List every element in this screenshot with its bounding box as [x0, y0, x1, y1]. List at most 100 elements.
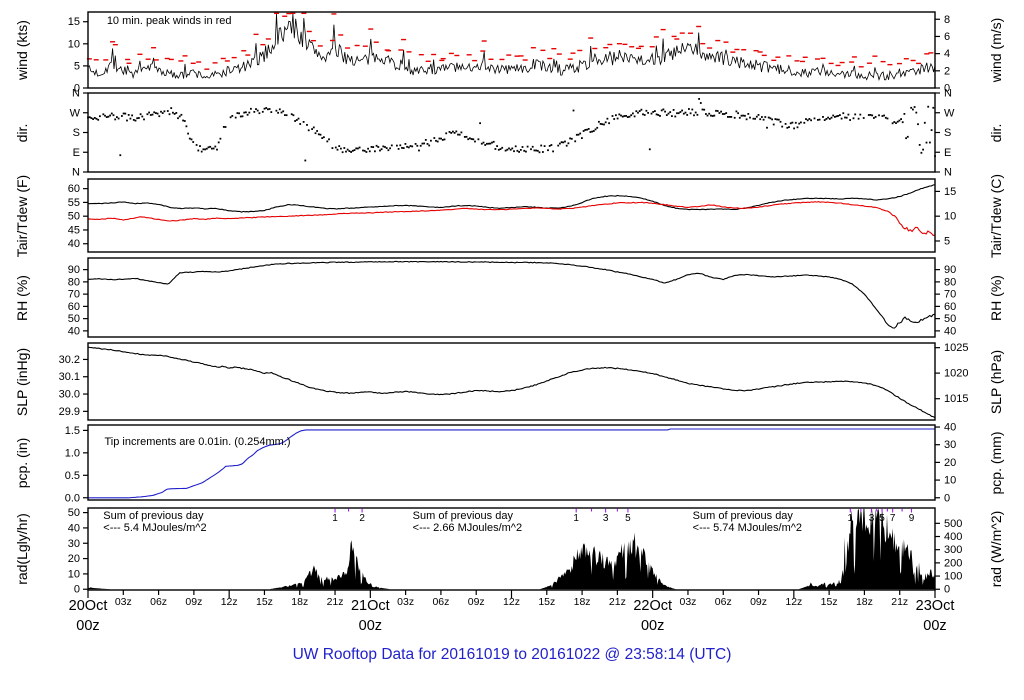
dir-point [562, 141, 565, 144]
dir-point [755, 115, 758, 118]
dir-point [694, 111, 697, 114]
dir-point [340, 147, 342, 150]
rh-left-axis-title: RH (%) [14, 274, 30, 321]
dir-point [302, 121, 305, 123]
dir-point [592, 130, 595, 132]
dir-point [492, 140, 495, 143]
dir-point [830, 116, 833, 119]
dir-point [808, 118, 811, 120]
dir-point [241, 115, 244, 118]
rad-left-tick-label: 50 [68, 507, 80, 519]
mjoule-mark-label: 9 [909, 513, 915, 524]
dir-point [691, 108, 694, 111]
dir-point [173, 113, 176, 115]
dir-point [769, 117, 772, 120]
dir-point [648, 148, 651, 151]
dir-point [270, 111, 273, 113]
dir-point [280, 111, 283, 114]
dir-point [540, 144, 543, 147]
dir-point [923, 121, 926, 124]
mjoule-mark-label: 5 [879, 513, 885, 524]
dir-point [857, 117, 860, 120]
x-hour-label: 09z [750, 596, 767, 608]
x-hour-label: 09z [468, 596, 485, 608]
slp-right-axis-title: SLP (hPa) [988, 349, 1004, 414]
sea_level_pressure_inHg-line [87, 346, 936, 419]
dir-point [767, 116, 770, 119]
dir-point [567, 142, 570, 145]
dir-point [654, 110, 656, 112]
dir-point [294, 120, 296, 122]
dir-point [671, 115, 673, 117]
dir-point [508, 147, 510, 150]
dir-point [134, 119, 137, 122]
dir-point [160, 110, 162, 113]
rh-frame [87, 257, 936, 338]
dir-point [93, 117, 96, 119]
dir-point [331, 147, 334, 149]
dir-point [647, 112, 649, 114]
temp-left-axis-title: Tair/Tdew (F) [14, 174, 30, 257]
dir-point [643, 114, 646, 116]
dir-point [418, 149, 420, 152]
x-hour-label: 09z [185, 596, 202, 608]
dir-point [141, 115, 144, 118]
dir-point [784, 123, 787, 125]
dir-right-tick-label: N [944, 167, 952, 179]
x-hour-label: 12z [503, 596, 520, 608]
dir-point [334, 146, 337, 149]
dir-point [148, 111, 150, 114]
dir-point [255, 108, 257, 110]
mjoule-mark-label: 2 [359, 513, 365, 524]
dir-point [572, 109, 575, 112]
rh-right-axis-title: RH (%) [988, 274, 1004, 321]
dir-point [827, 116, 829, 119]
dir-point [538, 151, 541, 154]
dir-point [589, 131, 592, 133]
dir-point [482, 141, 485, 144]
dir-point [222, 126, 225, 128]
dir-point [116, 116, 118, 118]
dir-point [718, 112, 721, 114]
dir-point [898, 119, 901, 122]
rad-annotation-5: <--- 5.74 MJoules/m^2 [693, 522, 802, 534]
x-hour-label: 18z [574, 596, 591, 608]
dir-point [414, 143, 417, 145]
dir-point [212, 147, 215, 150]
dir-point [501, 146, 504, 149]
dir-point [316, 130, 318, 132]
dir-point [817, 119, 819, 121]
dir-point [800, 121, 802, 124]
mjoule-mark-label: 1 [848, 513, 854, 524]
slp-left-axis-title: SLP (inHg) [14, 347, 30, 416]
dir-point [436, 140, 439, 143]
dir-point [603, 123, 605, 126]
wind-left-tick-label: 5 [74, 60, 80, 72]
slp-right-tick-label: 1015 [944, 393, 968, 405]
x-day-label: 20Oct [69, 598, 108, 614]
dir-point [849, 119, 851, 121]
dir-point [803, 121, 806, 124]
dir-point [543, 145, 546, 147]
dir-point [883, 114, 885, 117]
dir-point [328, 138, 330, 141]
dir-point [317, 133, 320, 136]
dir-point [358, 146, 361, 149]
temp-right-axis-title: Tair/Tdew (C) [988, 173, 1004, 258]
dir-point [688, 108, 690, 110]
dir-point [893, 121, 896, 123]
dir-point [433, 137, 436, 139]
dir-point [297, 117, 300, 120]
dir-point [151, 113, 154, 116]
dir-point [912, 108, 914, 111]
dir-point [105, 116, 108, 118]
dir-point [97, 118, 100, 121]
dir-point [560, 141, 563, 144]
dir-point [202, 148, 205, 151]
x-hour-label: 03z [115, 596, 132, 608]
dir-point [217, 141, 220, 144]
dir-point [788, 126, 790, 128]
dir-point [487, 142, 490, 145]
dir-point [423, 142, 425, 145]
